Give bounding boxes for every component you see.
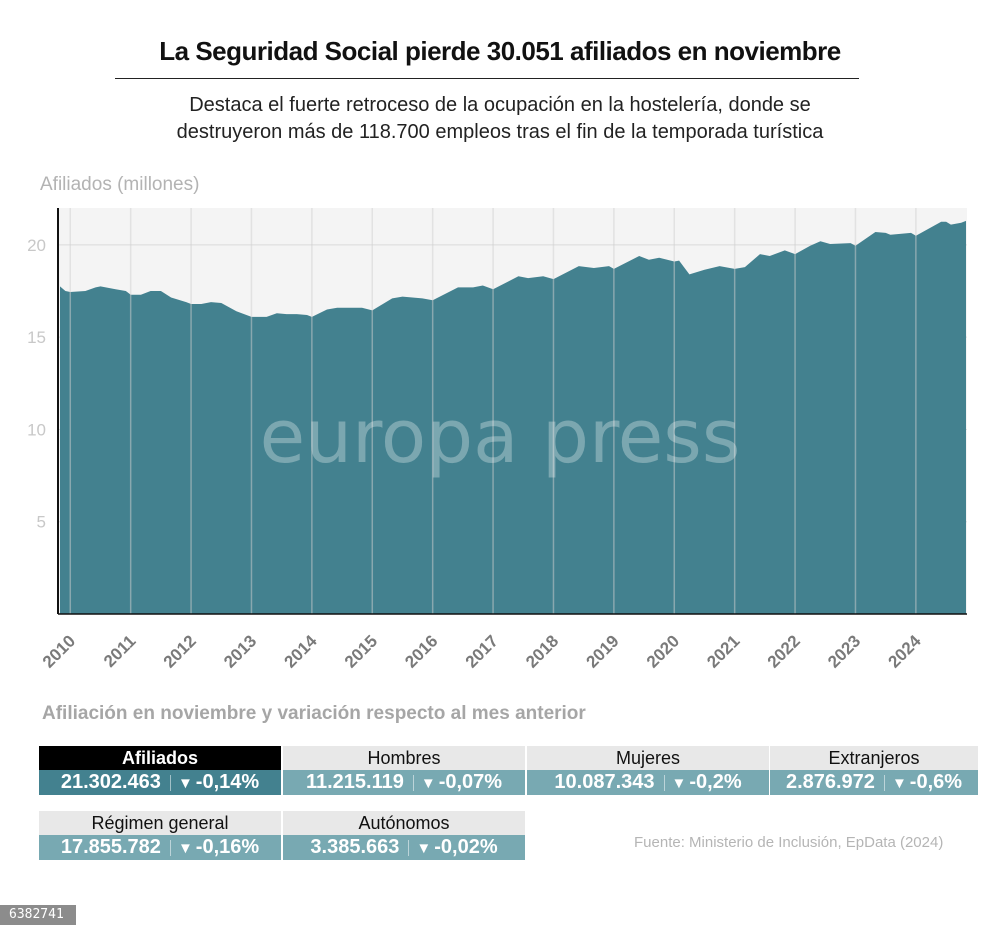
kpi-value-row: 17.855.782 ▼ -0,16% [39, 835, 281, 860]
down-arrow-icon: ▼ [420, 775, 436, 792]
x-tick-2019: 2019 [583, 631, 623, 671]
kpi-change: -0,2% [689, 771, 742, 793]
kpi-separator [412, 774, 414, 791]
x-tick-2024: 2024 [885, 631, 926, 672]
y-tick-labels: 5 10 15 20 [27, 236, 46, 532]
down-arrow-icon: ▼ [671, 775, 687, 792]
kpi-separator [663, 774, 665, 791]
kpi-label: Extranjeros [770, 746, 978, 770]
down-arrow-icon: ▼ [177, 775, 193, 792]
kpi-change: -0,16% [195, 836, 260, 858]
kpi-autonomos: Autónomos 3.385.663 ▼ -0,02% [283, 811, 525, 860]
kpi-separator [169, 774, 171, 791]
x-tick-2018: 2018 [522, 631, 562, 671]
image-id-badge: 6382741 [0, 905, 76, 925]
kpi-change: -0,6% [909, 771, 963, 793]
down-arrow-icon: ▼ [177, 840, 193, 857]
kpi-label: Mujeres [527, 746, 769, 770]
x-tick-2012: 2012 [160, 631, 200, 671]
x-tick-2014: 2014 [281, 631, 322, 672]
subtitle-line-1: Destaca el fuerte retroceso de la ocupac… [189, 94, 811, 116]
kpi-regimen-general: Régimen general 17.855.782 ▼ -0,16% [39, 811, 281, 860]
kpi-value-row: 3.385.663 ▼ -0,02% [283, 835, 525, 860]
y-tick-20: 20 [27, 236, 46, 255]
kpi-mujeres: Mujeres 10.087.343 ▼ -0,2% [527, 746, 769, 795]
x-tick-2015: 2015 [341, 631, 381, 671]
vertical-gridlines [69, 208, 917, 614]
kpi-value: 17.855.782 [60, 836, 161, 858]
kpi-label: Hombres [283, 746, 525, 770]
kpi-value: 11.215.119 [305, 771, 404, 793]
kpi-value-row: 11.215.119 ▼ -0,07% [283, 770, 525, 795]
y-tick-5: 5 [37, 513, 46, 532]
x-tick-2022: 2022 [764, 631, 804, 671]
kpi-value: 2.876.972 [785, 771, 875, 793]
watermark: europa press [260, 394, 741, 480]
afiliados-area [60, 220, 966, 614]
kpi-change: -0,14% [195, 771, 260, 793]
title-divider [115, 78, 859, 79]
kpi-separator [883, 774, 885, 791]
kpi-extranjeros: Extranjeros 2.876.972 ▼ -0,6% [770, 746, 978, 795]
kpi-change: -0,02% [434, 836, 498, 858]
down-arrow-icon: ▼ [891, 775, 907, 792]
y-axis-label: Afiliados (millones) [40, 174, 200, 195]
y-tick-15: 15 [27, 328, 46, 347]
kpi-value-row: 2.876.972 ▼ -0,6% [770, 770, 978, 795]
kpi-label: Afiliados [39, 746, 281, 770]
kpi-afiliados: Afiliados 21.302.463 ▼ -0,14% [39, 746, 281, 795]
kpi-value: 21.302.463 [60, 771, 161, 793]
kpi-label: Autónomos [283, 811, 525, 835]
down-arrow-icon: ▼ [416, 840, 432, 857]
kpi-change: -0,07% [438, 771, 503, 793]
kpi-separator [169, 839, 171, 856]
x-tick-2011: 2011 [100, 631, 140, 671]
kpi-value: 10.087.343 [554, 771, 655, 793]
x-tick-2010: 2010 [39, 631, 79, 671]
x-tick-2020: 2020 [643, 631, 683, 671]
kpi-separator [408, 839, 410, 856]
source-note: Fuente: Ministerio de Inclusión, EpData … [634, 834, 944, 851]
chart-subtitle: Destaca el fuerte retroceso de la ocupac… [100, 92, 900, 146]
kpi-value: 3.385.663 [310, 836, 400, 858]
table-title: Afiliación en noviembre y variación resp… [42, 703, 586, 724]
y-tick-10: 10 [27, 420, 46, 439]
kpi-label: Régimen general [39, 811, 281, 835]
subtitle-line-2: destruyeron más de 118.700 empleos tras … [176, 121, 824, 143]
x-tick-2023: 2023 [824, 631, 864, 671]
x-tick-2021: 2021 [703, 631, 743, 671]
x-tick-2016: 2016 [401, 631, 441, 671]
kpi-value-row: 10.087.343 ▼ -0,2% [527, 770, 769, 795]
chart-title: La Seguridad Social pierde 30.051 afilia… [159, 36, 841, 66]
x-tick-2013: 2013 [220, 631, 260, 671]
kpi-hombres: Hombres 11.215.119 ▼ -0,07% [283, 746, 525, 795]
x-tick-labels: 2010 2011 2012 2013 2014 2015 2016 2017 2018 2019… [39, 631, 925, 672]
kpi-value-row: 21.302.463 ▼ -0,14% [39, 770, 281, 795]
x-tick-2017: 2017 [462, 631, 502, 671]
